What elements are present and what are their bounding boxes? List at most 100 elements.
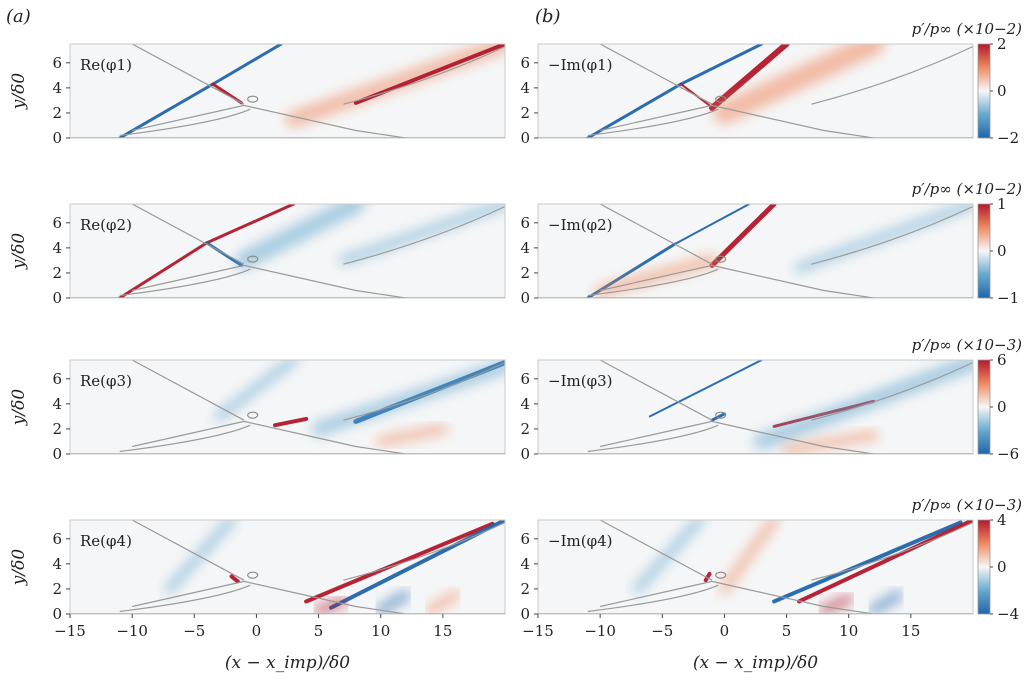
mode-structure <box>118 82 215 138</box>
mode-structure <box>648 360 763 418</box>
x-tick-label: 10 <box>371 622 390 640</box>
x-tick-label: 5 <box>314 622 324 640</box>
y-tick-label: 6 <box>52 54 62 72</box>
x-axis-label: (x − x_imp)/δ0 <box>693 653 818 673</box>
plot-frame <box>537 43 974 139</box>
mode-label: Re(φ2) <box>80 216 132 234</box>
mode-label: Re(φ1) <box>80 56 132 74</box>
y-tick-label: 2 <box>520 420 530 438</box>
mode-structure <box>709 204 777 268</box>
y-tick-label: 2 <box>520 104 530 122</box>
plot-frame <box>69 519 506 615</box>
mode-structure <box>273 416 309 428</box>
y-tick-label: 2 <box>52 580 62 598</box>
x-axis-label: (x − x_imp)/δ0 <box>225 653 350 673</box>
y-axis-label: y/δ0 <box>9 389 29 427</box>
separation-bubble <box>247 571 259 579</box>
mode-structure <box>338 204 505 266</box>
y-tick-label: 4 <box>520 555 530 573</box>
mode-structure <box>797 520 973 604</box>
x-tick-label: −15 <box>522 622 554 640</box>
x-tick-label: 0 <box>252 622 262 640</box>
colorbar-label: p′/p∞ (×10−3) <box>912 336 1023 354</box>
colorbar-tick-label: 1 <box>997 195 1007 213</box>
mode-structure <box>235 204 365 270</box>
mode-structure <box>710 412 726 422</box>
panel-label-a: (a) <box>6 6 31 27</box>
y-tick-label: 4 <box>52 395 62 413</box>
mode-structure <box>118 241 209 298</box>
mode-structure <box>673 204 751 246</box>
colorbar-tick-label: −1 <box>997 289 1019 307</box>
separation-bubble <box>247 95 259 103</box>
y-tick-label: 2 <box>520 580 530 598</box>
mode-structure <box>632 520 705 594</box>
axes-layer: 0 2 4 6 y/δ0 0 2 4 6 0 2 4 6 y/δ0 0 2 4 6 0 2 4 6 y/δ0 0 2 4 6 0 2 4 6… <box>9 54 920 673</box>
y-tick-label: 6 <box>520 214 530 232</box>
colorbar-1 <box>977 43 991 139</box>
contour-line <box>599 360 713 421</box>
mode-structure <box>375 590 411 614</box>
y-tick-label: 0 <box>52 445 62 463</box>
contour-line <box>587 584 719 613</box>
contour-line <box>599 204 713 265</box>
panel-a-row1: Re(φ1) <box>69 43 506 139</box>
contour-line <box>131 360 245 421</box>
y-tick-label: 0 <box>520 605 530 623</box>
y-tick-label: 6 <box>52 370 62 388</box>
panel-a-row3: Re(φ3) <box>69 359 506 455</box>
y-tick-label: 6 <box>52 214 62 232</box>
mode-label: Re(φ3) <box>80 372 132 390</box>
contour-line <box>600 264 874 298</box>
mode-structure <box>868 590 904 614</box>
contour-line <box>343 521 505 581</box>
contour-line <box>811 45 973 105</box>
y-axis-label: y/δ0 <box>9 549 29 587</box>
mode-structure <box>713 44 885 124</box>
separation-bubble <box>715 571 727 579</box>
x-tick-label: 10 <box>839 622 858 640</box>
x-tick-label: −10 <box>584 622 616 640</box>
mode-label: Re(φ4) <box>80 532 132 550</box>
separation-bubble <box>715 411 727 419</box>
mode-structure <box>229 574 240 584</box>
plot-background <box>70 204 505 298</box>
plot-frame <box>69 359 506 455</box>
mode-structure <box>211 44 283 86</box>
contour-line <box>587 268 719 297</box>
contour-line <box>119 424 251 453</box>
contour-line <box>132 264 406 298</box>
y-tick-label: 4 <box>52 79 62 97</box>
panel-b-row2: −Im(φ2) <box>537 203 974 299</box>
contour-line <box>587 424 719 453</box>
plot-frame <box>537 519 974 615</box>
contour-line <box>811 361 973 421</box>
mode-structure <box>164 520 237 594</box>
plot-frame <box>69 203 506 299</box>
mode-structure <box>781 430 879 454</box>
y-tick-label: 4 <box>520 395 530 413</box>
colorbar-label: p′/p∞ (×10−3) <box>912 496 1023 514</box>
mode-structure <box>205 204 296 245</box>
x-tick-label: 15 <box>901 622 920 640</box>
panel-b-row3: −Im(φ3) <box>537 359 974 455</box>
colorbar-tick-label: −4 <box>997 605 1019 623</box>
y-tick-label: 4 <box>520 239 530 257</box>
colorbar-tick-label: 0 <box>997 242 1007 260</box>
mode-structure <box>214 360 299 422</box>
contour-line <box>119 268 251 297</box>
y-axis-label: y/δ0 <box>9 73 29 111</box>
colorbar-tick-label: 0 <box>997 558 1007 576</box>
mode-structure <box>586 82 683 138</box>
mode-label: −Im(φ2) <box>548 216 612 234</box>
separation-bubble <box>247 255 259 263</box>
x-tick-label: −15 <box>54 622 86 640</box>
colorbar-2 <box>977 203 991 299</box>
mode-structure <box>304 521 495 604</box>
contour-line <box>587 108 719 137</box>
y-tick-label: 6 <box>52 530 62 548</box>
y-axis-label: y/δ0 <box>9 233 29 271</box>
y-tick-label: 0 <box>52 605 62 623</box>
contour-line <box>599 520 713 581</box>
